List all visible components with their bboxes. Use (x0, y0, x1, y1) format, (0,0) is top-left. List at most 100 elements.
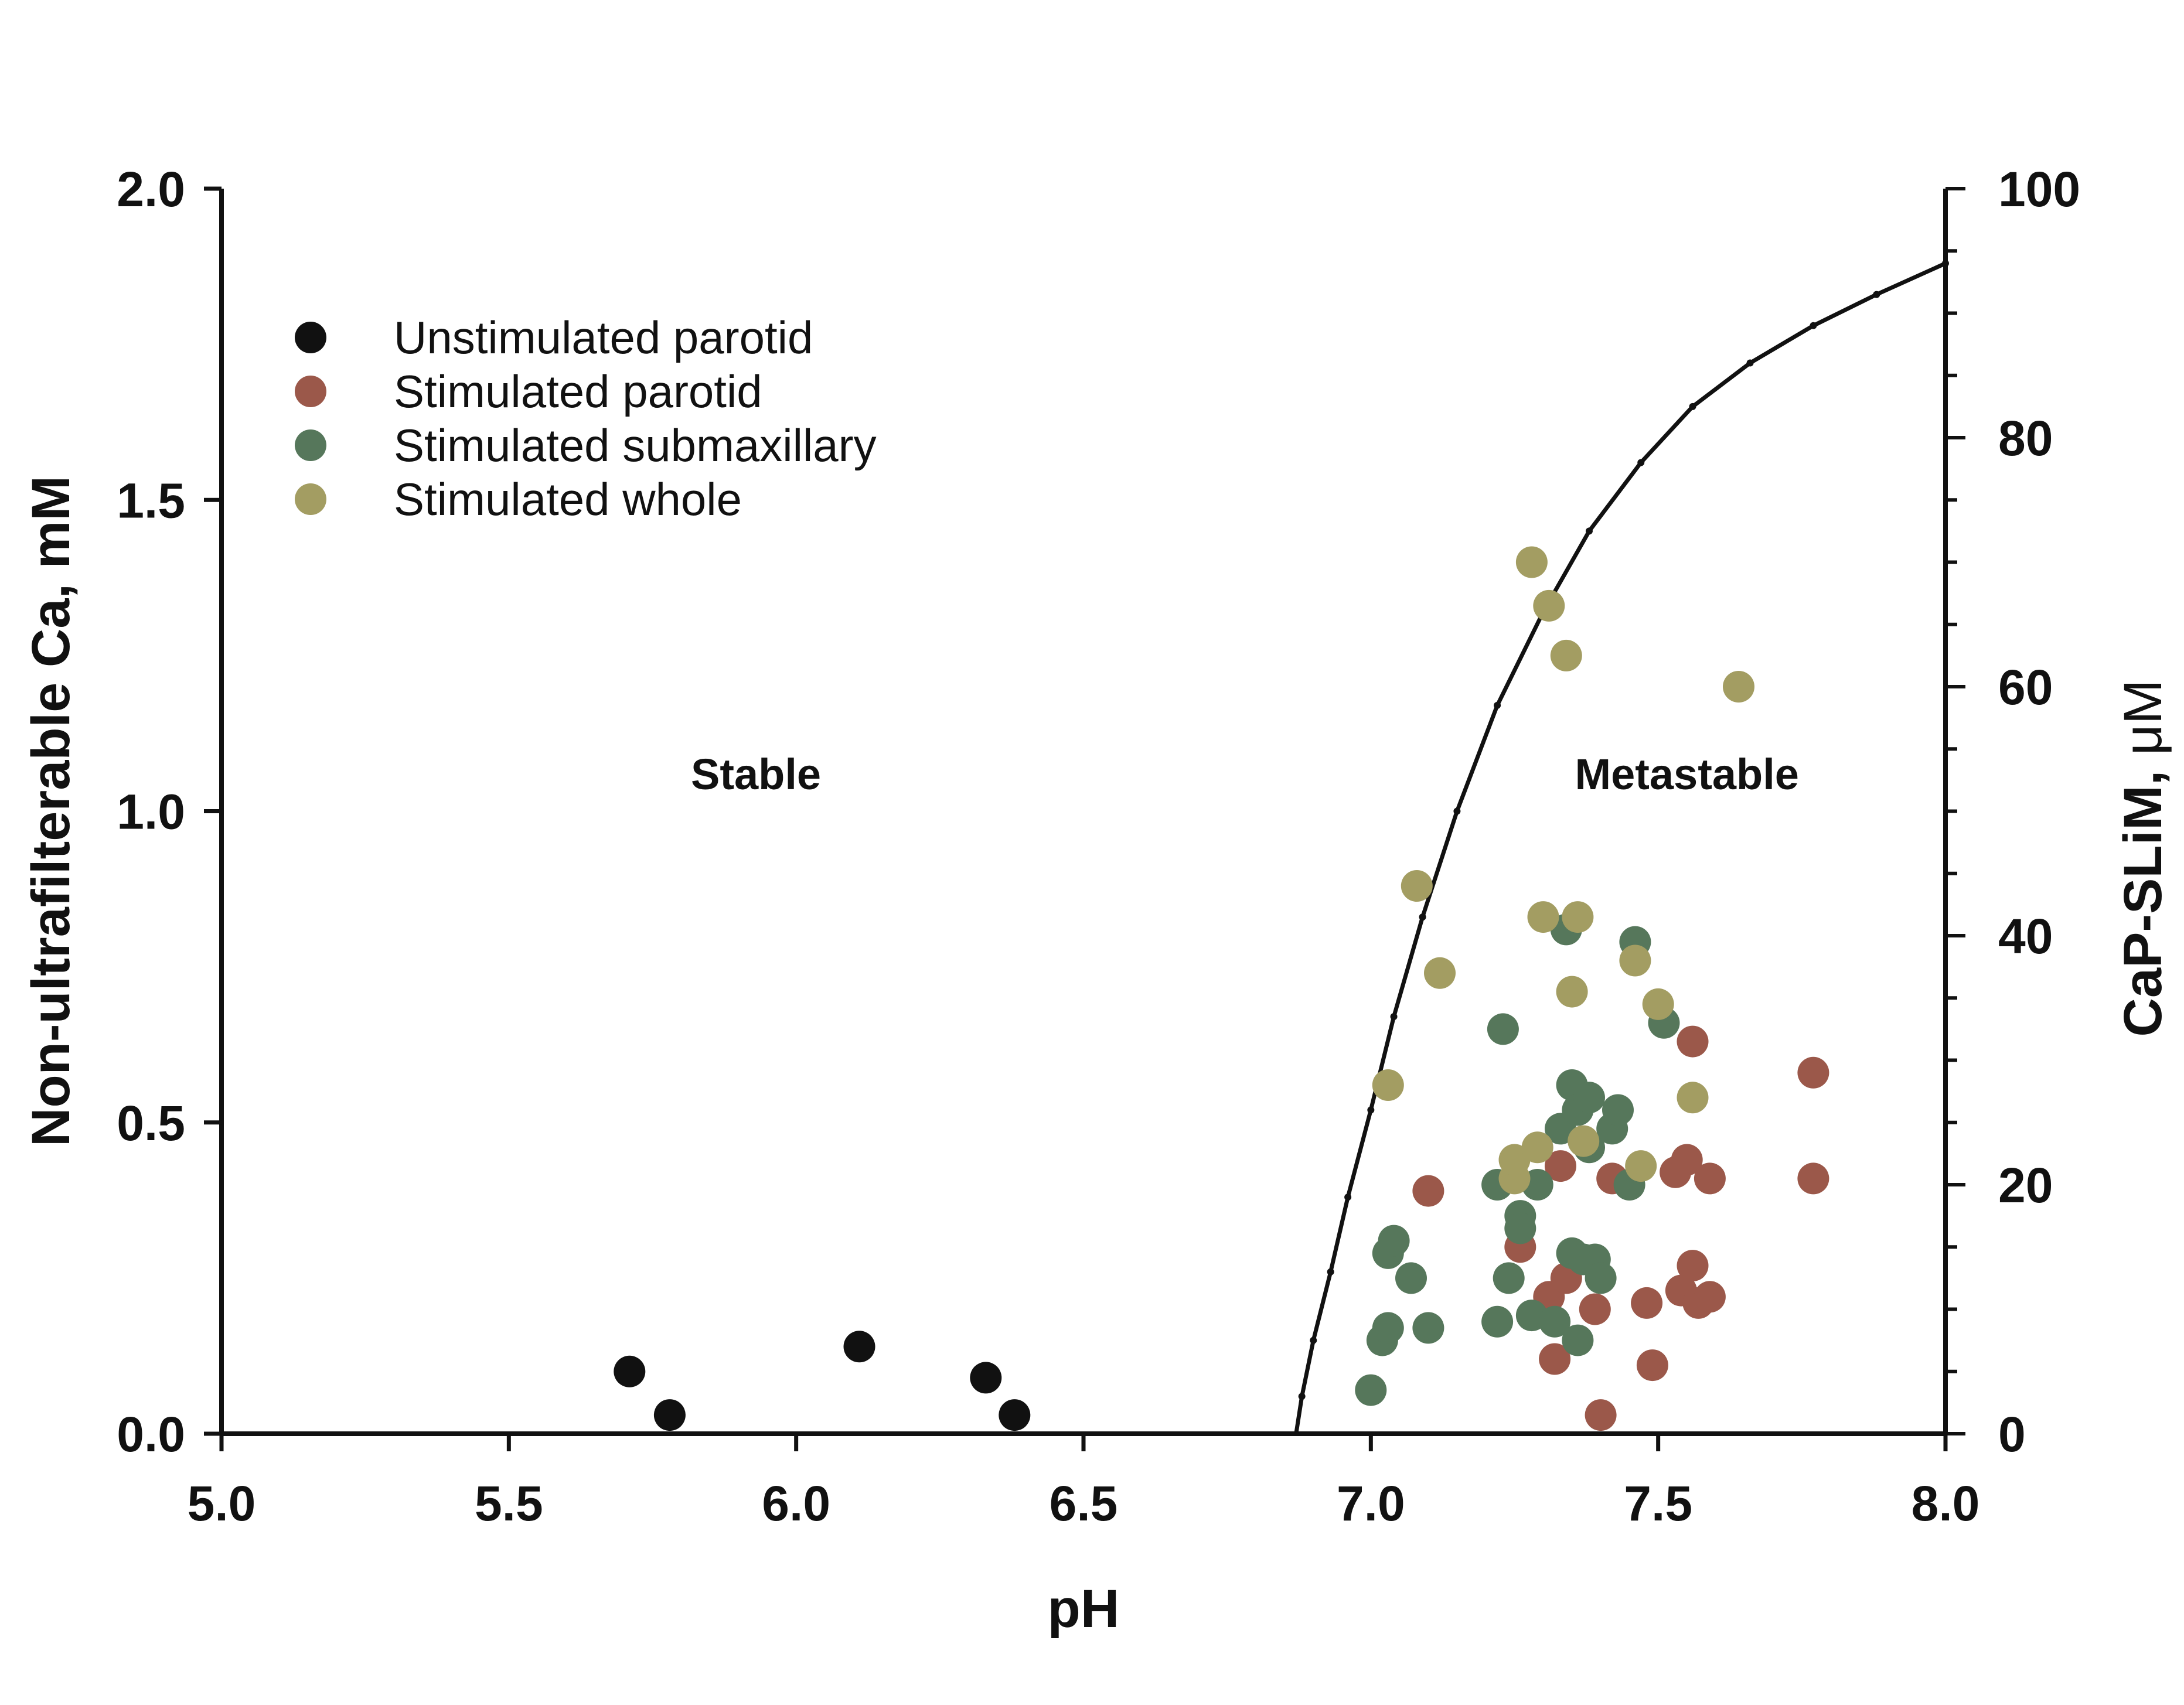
data-point (999, 1399, 1031, 1431)
y2-axis-title: CaP-SLiM, μM (2113, 679, 2173, 1036)
series-2 (1412, 1025, 1829, 1431)
curve-marker (1746, 359, 1754, 367)
curve-marker (1344, 1194, 1352, 1201)
curve-marker (1689, 403, 1696, 410)
data-point (1642, 988, 1674, 1020)
data-point (1631, 1287, 1663, 1319)
data-point (1372, 1312, 1404, 1344)
curve-marker (1637, 459, 1645, 466)
curve-marker (1390, 1013, 1398, 1021)
data-point (1797, 1056, 1829, 1089)
curve-marker (1327, 1268, 1334, 1276)
data-point (1378, 1225, 1410, 1257)
legend-marker (295, 429, 326, 461)
curve-marker (1494, 701, 1501, 709)
y-axis-title: Non-ultrafilterable Ca, mM (21, 476, 81, 1147)
data-point (1671, 1144, 1703, 1176)
y-tick-label: 1.0 (117, 785, 185, 840)
data-point (1619, 944, 1651, 977)
data-point (1504, 1212, 1536, 1244)
y2-tick-label: 100 (1998, 162, 2080, 217)
legend-marker (295, 322, 326, 353)
series-3 (1355, 913, 1680, 1406)
data-point (1797, 1162, 1829, 1195)
data-point (1372, 1069, 1404, 1101)
x-tick-label: 5.5 (475, 1476, 543, 1531)
region-label-stable: Stable (691, 750, 821, 799)
x-tick-label: 7.0 (1337, 1476, 1405, 1531)
curve-marker (1873, 291, 1880, 298)
data-point (1562, 901, 1594, 933)
data-point (1412, 1175, 1444, 1207)
y-tick-label: 0.5 (117, 1096, 185, 1151)
data-point (1677, 1250, 1709, 1282)
data-point (843, 1331, 875, 1363)
axes: 5.0 5.5 6.0 6.5 7.0 7.5 8.0 0.0 0.5 1.0 1.5 2.0 0 20 4… (117, 162, 2080, 1531)
data-point (614, 1355, 646, 1387)
data-point (1694, 1162, 1726, 1195)
data-point (1573, 1082, 1605, 1114)
data-point (1585, 1262, 1617, 1294)
data-point (1602, 1094, 1634, 1126)
data-point (1562, 1324, 1594, 1356)
curve-marker (1453, 807, 1461, 815)
data-point (1521, 1131, 1553, 1164)
data-point (970, 1362, 1002, 1394)
data-point (1395, 1262, 1427, 1294)
legend-label: Unstimulated parotid (394, 312, 813, 363)
legend-marker (295, 483, 326, 515)
data-point (1585, 1399, 1617, 1431)
data-point (1539, 1343, 1571, 1375)
data-point (1355, 1374, 1387, 1406)
data-point (1533, 589, 1565, 622)
curve-marker (1419, 913, 1426, 921)
data-point (653, 1399, 686, 1431)
y-tick-label: 2.0 (117, 162, 185, 217)
data-point (1636, 1349, 1668, 1382)
legend-label: Stimulated whole (394, 473, 742, 525)
legend-marker (295, 376, 326, 407)
data-point (1401, 870, 1433, 902)
data-point (1515, 546, 1548, 578)
data-point (1545, 1150, 1576, 1182)
curve-marker (1942, 260, 1949, 267)
curve-marker (1298, 1393, 1306, 1400)
data-point (1723, 671, 1754, 703)
series-4 (1372, 546, 1754, 1195)
legend-label: Stimulated parotid (394, 366, 762, 417)
data-point (1493, 1262, 1525, 1294)
series-1 (614, 1331, 1031, 1431)
data-point (1568, 1125, 1600, 1157)
x-axis-title: pH (1048, 1579, 1120, 1639)
curve-marker (1810, 322, 1817, 329)
curve-marker (1310, 1336, 1317, 1344)
data-point (1694, 1281, 1726, 1313)
x-tick-label: 7.5 (1624, 1476, 1692, 1531)
data-point (1677, 1082, 1709, 1114)
y-tick-label: 0.0 (117, 1407, 185, 1462)
curve-marker (1367, 1106, 1375, 1114)
curve-line (1294, 261, 1947, 1434)
x-tick-label: 5.0 (188, 1476, 256, 1531)
x-tick-label: 6.0 (762, 1476, 830, 1531)
data-point (1481, 1305, 1514, 1338)
data-point (1625, 1150, 1657, 1182)
chart-labels: Stable Metastable pH Non-ultrafilterable… (21, 476, 2173, 1639)
legend-label: Stimulated submaxillary (394, 420, 877, 471)
curve-marker (1585, 527, 1593, 535)
data-point (1487, 1013, 1519, 1045)
y-tick-label: 1.5 (117, 473, 185, 528)
data-points (614, 546, 1829, 1431)
x-tick-label: 6.5 (1050, 1476, 1118, 1531)
y2-axis-title-main: CaP-SLiM, (2113, 755, 2173, 1036)
y2-tick-label: 0 (1998, 1407, 2026, 1462)
y2-axis-title-unit: μM (2113, 679, 2173, 755)
data-point (1550, 639, 1582, 671)
y2-tick-label: 40 (1998, 909, 2053, 964)
data-point (1539, 1305, 1571, 1338)
y2-tick-label: 20 (1998, 1158, 2053, 1213)
data-point (1579, 1293, 1611, 1325)
data-point (1677, 1025, 1709, 1058)
stability-curve (1294, 260, 1949, 1434)
